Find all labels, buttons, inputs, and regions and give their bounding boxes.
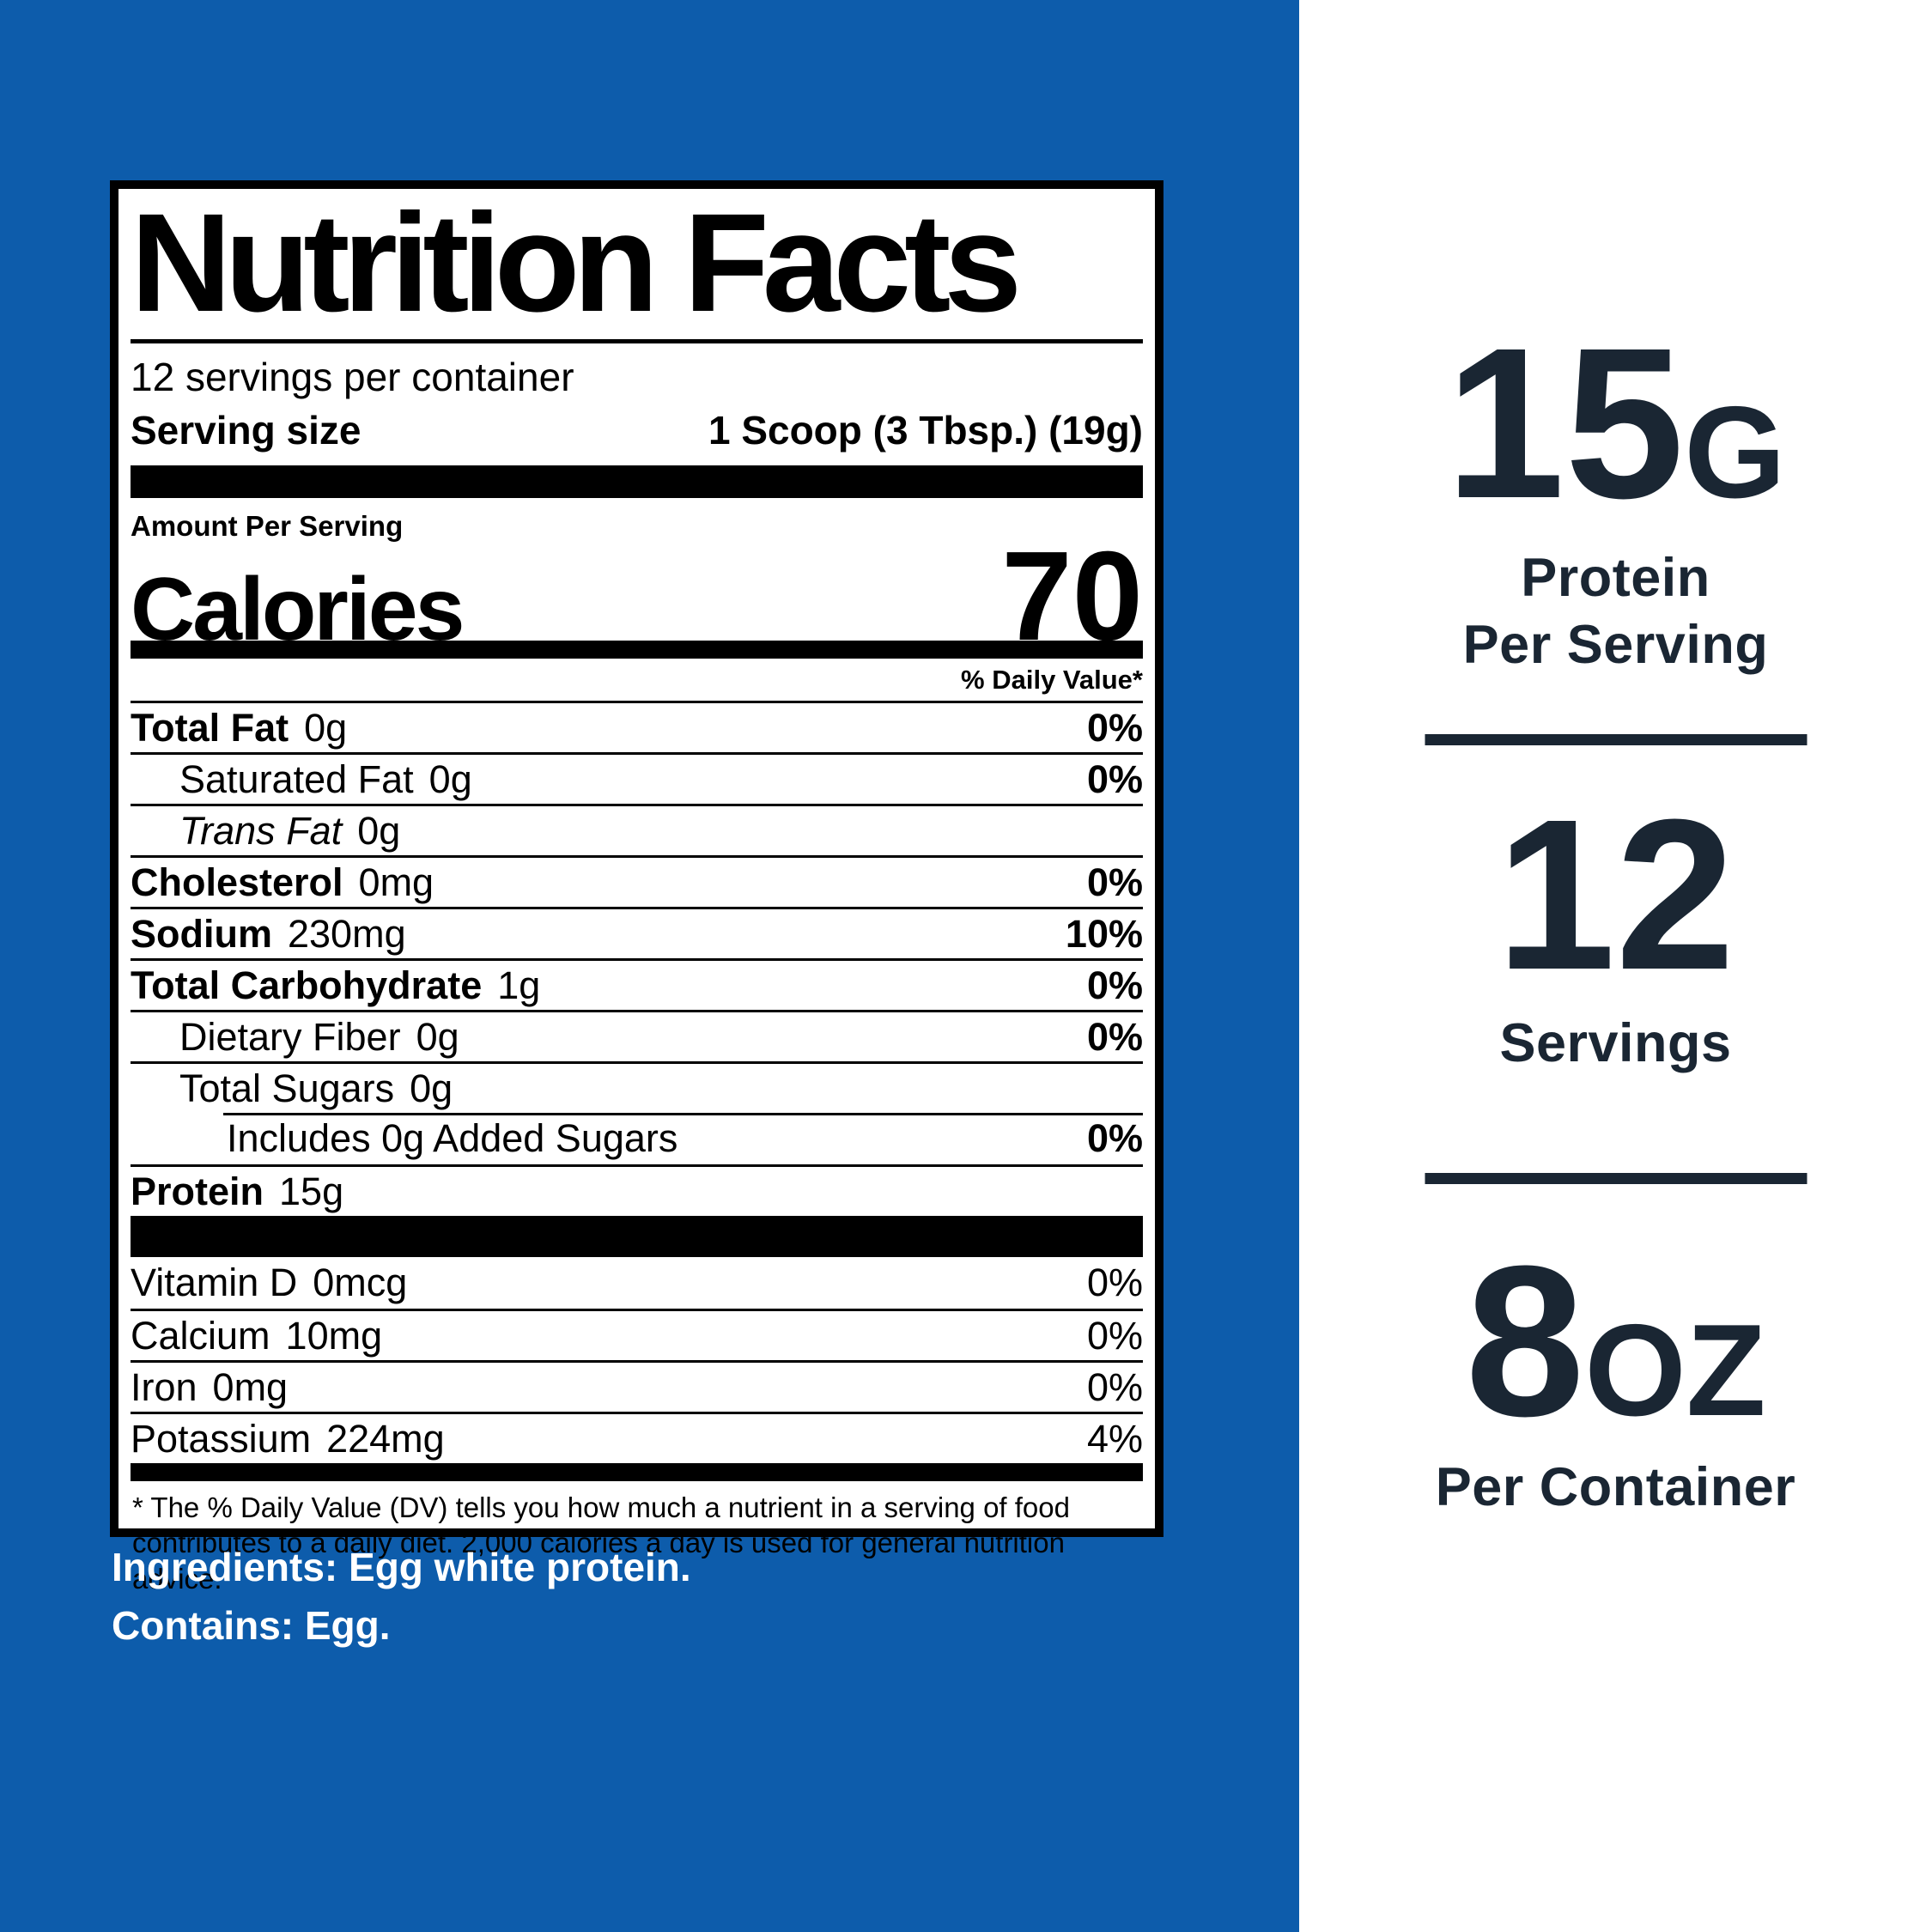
nutrient-amount: 0g: [357, 808, 401, 853]
contains-line: Contains: Egg.: [112, 1603, 391, 1648]
amount-per-serving-label: Amount Per Serving: [131, 510, 404, 542]
calories-row: Calories 70: [131, 532, 1143, 659]
nutrient-amount: 0g: [410, 1066, 453, 1110]
nutrient-dv: 0%: [1086, 756, 1143, 801]
nutrient-name: Saturated Fat: [179, 756, 414, 801]
nutrient-name: Protein: [131, 1169, 264, 1213]
nutrient-amount: 0g: [416, 1014, 459, 1059]
nutrient-dv: 10%: [1065, 911, 1143, 956]
calories-label: Calories: [131, 560, 465, 659]
stat-unit: OZ: [1584, 1297, 1766, 1443]
vitamin-row-potassium: Potassium 224mg 4%: [131, 1412, 1143, 1463]
thick-divider-bar: [131, 641, 1143, 659]
nutrient-amount: 1g: [497, 963, 541, 1007]
nutrient-dv: 0%: [1086, 963, 1143, 1007]
nutrient-row-dietary-fiber: Dietary Fiber 0g 0%: [131, 1010, 1143, 1061]
section-divider: [1425, 734, 1807, 745]
servings-count-value: 12: [1299, 787, 1932, 1002]
stat-number: 15: [1445, 303, 1685, 543]
blue-background-panel: Nutrition Facts 12 servings per containe…: [0, 0, 1299, 1932]
nutrient-row-total-fat: Total Fat 0g 0%: [131, 701, 1143, 752]
nutrient-name: Total Fat: [131, 705, 289, 750]
vitamin-name: Calcium: [131, 1313, 270, 1358]
thick-divider-bar: [131, 1216, 1143, 1257]
vitamin-row-iron: Iron 0mg 0%: [131, 1360, 1143, 1412]
nutrient-row-trans-fat: Trans Fat 0g: [131, 804, 1143, 855]
vitamin-amount: 10mg: [285, 1313, 383, 1358]
nutrition-facts-label: Nutrition Facts 12 servings per containe…: [110, 180, 1163, 1595]
serving-size-value: 1 Scoop (3 Tbsp.) (19g): [708, 408, 1143, 453]
serving-size-label: Serving size: [131, 408, 361, 453]
stat-unit: G: [1684, 380, 1786, 526]
vitamin-row-calcium: Calcium 10mg 0%: [131, 1309, 1143, 1360]
nutrient-row-saturated-fat: Saturated Fat 0g 0%: [131, 752, 1143, 804]
nutrient-amount: 0mg: [358, 860, 434, 904]
thick-divider-bar: [131, 465, 1143, 498]
nutrient-amount: 15g: [279, 1169, 344, 1213]
nutrient-name: Includes 0g Added Sugars: [227, 1116, 678, 1160]
ingredients-line: Ingredients: Egg white protein.: [112, 1545, 691, 1589]
vitamin-dv: 4%: [1086, 1416, 1143, 1461]
calories-value: 70: [1001, 526, 1143, 667]
vitamin-dv: 0%: [1086, 1313, 1143, 1358]
vitamin-row-vitamin-d: Vitamin D 0mcg 0%: [131, 1257, 1143, 1309]
nutrient-row-sodium: Sodium 230mg 10%: [131, 907, 1143, 958]
nutrient-name: Dietary Fiber: [179, 1014, 401, 1059]
nutrient-dv: 0%: [1086, 1014, 1143, 1059]
nutrient-amount: 0g: [304, 705, 348, 750]
stat-number: 12: [1496, 775, 1735, 1014]
stat-number: 8: [1465, 1221, 1585, 1461]
servings-count-label: Servings: [1499, 1013, 1732, 1073]
container-size-value: 8OZ: [1299, 1234, 1932, 1449]
vitamin-amount: 0mg: [212, 1364, 289, 1409]
container-size-label: Per Container: [1435, 1457, 1796, 1517]
vitamin-dv: 0%: [1086, 1364, 1143, 1409]
daily-value-header: % Daily Value*: [961, 665, 1143, 695]
vitamin-name: Potassium: [131, 1416, 312, 1461]
nutrient-row-total-sugars: Total Sugars 0g: [131, 1061, 1143, 1113]
nutrient-dv: 0%: [1086, 1116, 1143, 1160]
vitamin-name: Iron: [131, 1364, 197, 1409]
vitamin-amount: 0mcg: [313, 1261, 408, 1304]
nutrient-name: Sodium: [131, 911, 272, 956]
nutrient-amount: 230mg: [288, 911, 406, 956]
serving-size-row: Serving size 1 Scoop (3 Tbsp.) (19g): [131, 407, 1143, 453]
nutrient-dv: 0%: [1086, 860, 1143, 904]
nutrition-facts-title: Nutrition Facts: [131, 192, 1143, 343]
vitamin-dv: 0%: [1086, 1261, 1143, 1304]
vitamin-amount: 224mg: [326, 1416, 445, 1461]
vitamin-name: Vitamin D: [131, 1261, 298, 1304]
protein-per-serving-value: 15G: [1299, 316, 1932, 531]
nutrient-row-cholesterol: Cholesterol 0mg 0%: [131, 855, 1143, 907]
thick-divider-bar: [131, 1463, 1143, 1481]
nutrient-dv: 0%: [1086, 705, 1143, 750]
nutrient-amount: 0g: [428, 756, 472, 801]
protein-per-serving-label: Protein Per Serving: [1462, 548, 1769, 676]
section-divider: [1425, 1173, 1807, 1184]
nutrient-name: Trans Fat: [179, 808, 343, 853]
nutrient-row-protein: Protein 15g: [131, 1164, 1143, 1216]
servings-per-container: 12 servings per container: [131, 355, 574, 399]
nutrient-name: Cholesterol: [131, 860, 343, 904]
highlights-panel: 15G Protein Per Serving 12 Servings 8OZ …: [1299, 0, 1932, 1932]
nutrient-row-total-carbohydrate: Total Carbohydrate 1g 0%: [131, 958, 1143, 1010]
nutrient-name: Total Sugars: [179, 1066, 395, 1110]
daily-value-footnote: * The % Daily Value (DV) tells you how m…: [132, 1492, 1070, 1595]
nutrient-row-added-sugars: Includes 0g Added Sugars 0%: [131, 1113, 1143, 1164]
nutrient-name: Total Carbohydrate: [131, 963, 483, 1007]
